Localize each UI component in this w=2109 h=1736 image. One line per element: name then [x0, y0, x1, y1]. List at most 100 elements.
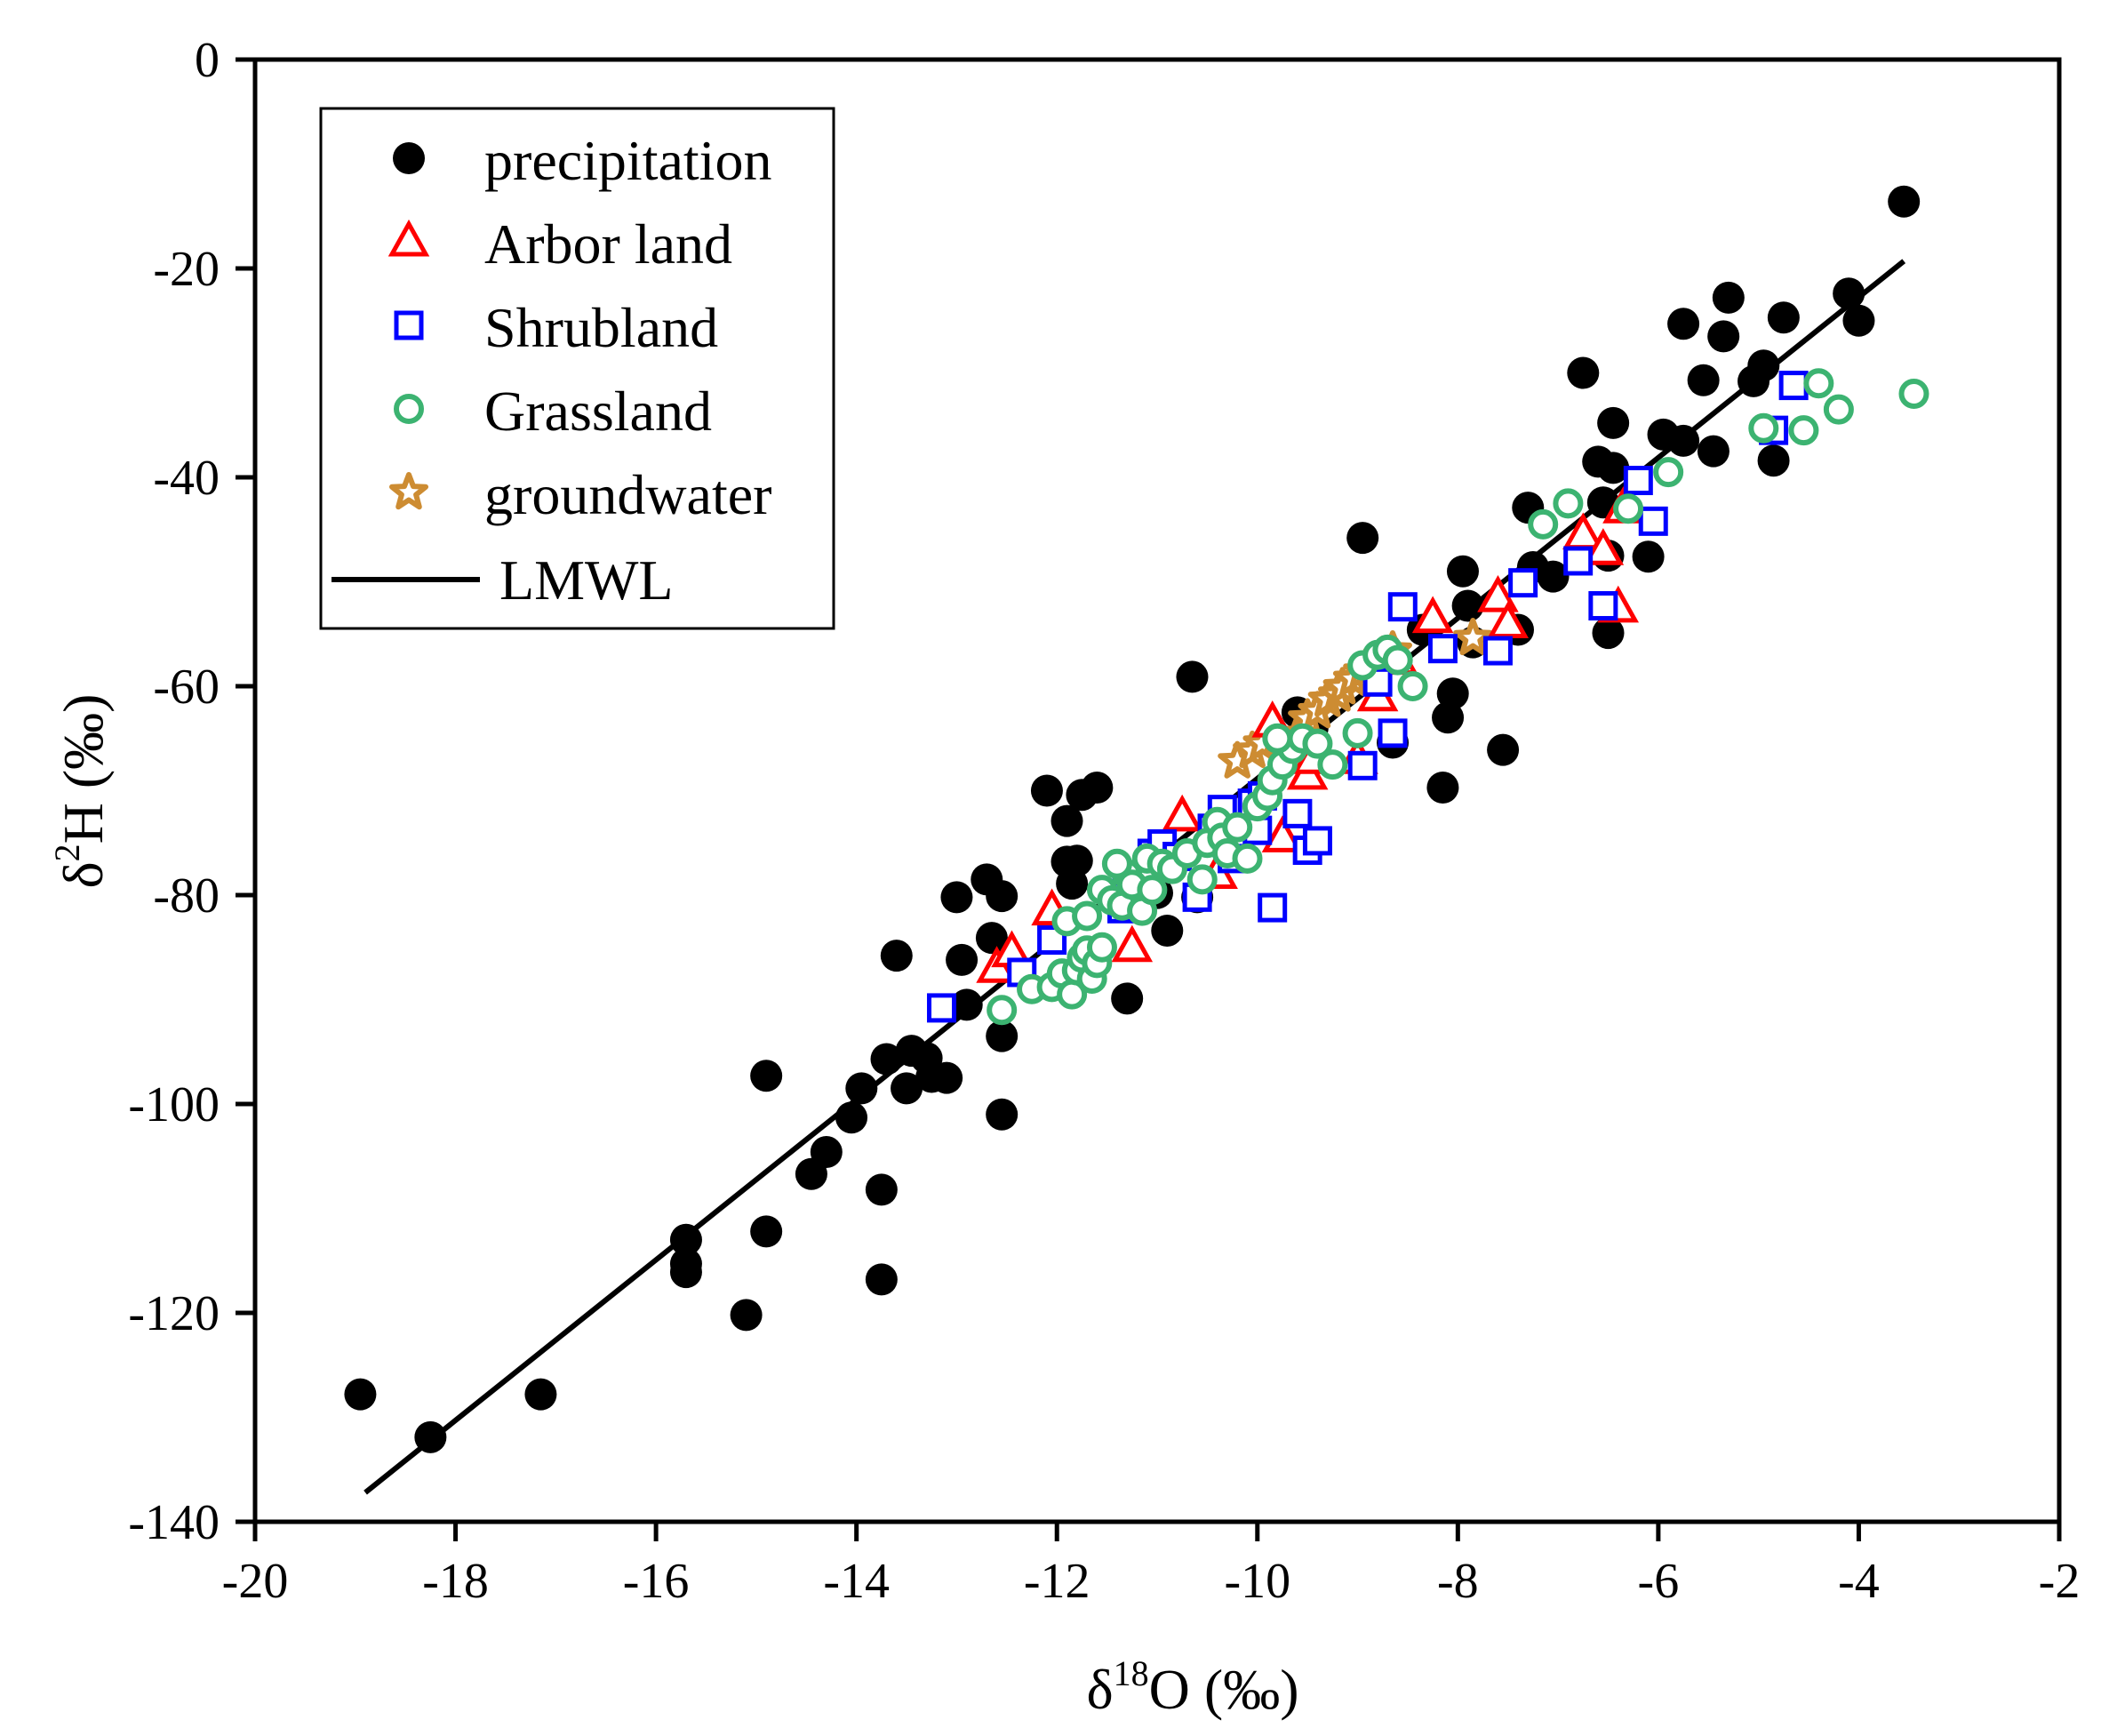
- data-point: [1378, 718, 1408, 748]
- data-point: [1687, 364, 1720, 396]
- data-point: [1111, 982, 1144, 1015]
- data-point: [1161, 794, 1203, 832]
- legend-entry-grassland: Grassland: [394, 380, 712, 443]
- data-point: [1030, 774, 1063, 807]
- data-point: [1748, 412, 1779, 444]
- x-tick-label: -10: [1224, 1554, 1290, 1609]
- data-point: [750, 1215, 783, 1248]
- x-axis-title-superscript: 18: [1114, 1653, 1149, 1693]
- y-tick-label: -80: [153, 868, 220, 924]
- legend-label: precipitation: [484, 129, 771, 192]
- data-point: [931, 1061, 963, 1094]
- data-point: [750, 1060, 783, 1092]
- data-point: [927, 993, 957, 1023]
- data-point: [1397, 671, 1428, 701]
- data-point: [1427, 634, 1458, 664]
- x-tick-label: -12: [1024, 1554, 1090, 1609]
- data-point: [987, 995, 1018, 1026]
- data-point: [1537, 560, 1570, 593]
- data-point: [1667, 424, 1700, 457]
- legend-entry-precipitation: precipitation: [393, 129, 771, 192]
- data-point: [1072, 900, 1103, 932]
- legend-entry-groundwater: groundwater: [389, 463, 771, 526]
- data-point: [1342, 717, 1373, 748]
- data-point: [1833, 277, 1865, 310]
- x-tick-label: -2: [2039, 1554, 2081, 1609]
- legend-label: LMWL: [499, 548, 674, 612]
- data-point: [1151, 914, 1184, 947]
- data-point: [1888, 185, 1921, 218]
- y-tick-label: -60: [153, 660, 220, 715]
- data-point: [1712, 281, 1745, 314]
- data-point: [986, 880, 1019, 913]
- data-point: [1302, 728, 1333, 759]
- x-axis-title: δ18O (‰): [1087, 1653, 1299, 1721]
- legend-label: Grassland: [484, 380, 712, 443]
- legend-label: Shrubland: [484, 296, 718, 359]
- data-point: [1446, 555, 1479, 588]
- data-point: [730, 1299, 763, 1332]
- data-point: [1232, 843, 1263, 874]
- legend-marker-star: [389, 472, 428, 510]
- legend-label: Arbor land: [484, 212, 732, 276]
- data-point: [1778, 371, 1809, 401]
- data-point: [1258, 892, 1288, 923]
- data-point: [1667, 308, 1700, 340]
- data-point: [865, 1173, 898, 1206]
- data-point: [1086, 932, 1117, 963]
- legend-entry-shrubland: Shrubland: [394, 296, 718, 359]
- plot-frame: [252, 57, 2062, 1524]
- data-point: [1623, 466, 1653, 496]
- legend-marker-filled-circle: [393, 142, 425, 174]
- y-tick-label: -140: [128, 1495, 220, 1550]
- data-point: [1597, 406, 1630, 439]
- data-point: [1803, 368, 1834, 399]
- data-point: [835, 1101, 868, 1134]
- x-axis-title-symbol: δ: [1087, 1658, 1114, 1721]
- data-point: [1176, 660, 1209, 693]
- data-point: [1411, 596, 1454, 634]
- data-point: [975, 922, 1008, 955]
- y-tick-label: -100: [128, 1077, 220, 1132]
- data-point: [1302, 826, 1332, 856]
- data-point: [524, 1378, 557, 1411]
- data-point: [1111, 924, 1154, 963]
- data-point: [1597, 452, 1630, 484]
- data-point: [1101, 848, 1132, 879]
- data-point: [870, 1043, 903, 1076]
- data-point: [1387, 592, 1418, 622]
- data-point: [1613, 493, 1644, 524]
- x-tick-label: -6: [1638, 1554, 1680, 1609]
- data-point: [1508, 568, 1538, 598]
- data-point: [1707, 320, 1740, 353]
- data-point: [1081, 771, 1114, 804]
- data-point: [1747, 349, 1780, 382]
- data-point: [1426, 771, 1459, 804]
- data-point: [1346, 522, 1379, 555]
- legend-marker-open-square: [394, 310, 424, 340]
- data-point: [1317, 749, 1348, 780]
- data-point: [1137, 875, 1168, 906]
- data-point: [1632, 540, 1665, 573]
- legend-box: [319, 107, 835, 630]
- y-axis-title-rest: H (‰): [52, 694, 115, 844]
- series-grassland: [987, 368, 1929, 1026]
- data-point: [1432, 701, 1465, 734]
- data-point: [1382, 644, 1413, 676]
- data-point: [986, 1098, 1019, 1131]
- data-point: [1482, 636, 1513, 666]
- data-point: [1563, 546, 1594, 576]
- x-tick-label: -20: [222, 1554, 289, 1609]
- data-point: [1562, 512, 1604, 550]
- y-axis-title: δ2H (‰): [47, 694, 115, 889]
- data-point: [1186, 864, 1218, 895]
- data-point: [865, 1263, 898, 1296]
- data-point: [986, 1020, 1019, 1052]
- data-point: [1553, 488, 1584, 519]
- data-point: [1282, 798, 1313, 828]
- data-point: [1060, 844, 1093, 877]
- x-tick-label: -4: [1838, 1554, 1880, 1609]
- y-axis-title-symbol: δ: [52, 861, 115, 888]
